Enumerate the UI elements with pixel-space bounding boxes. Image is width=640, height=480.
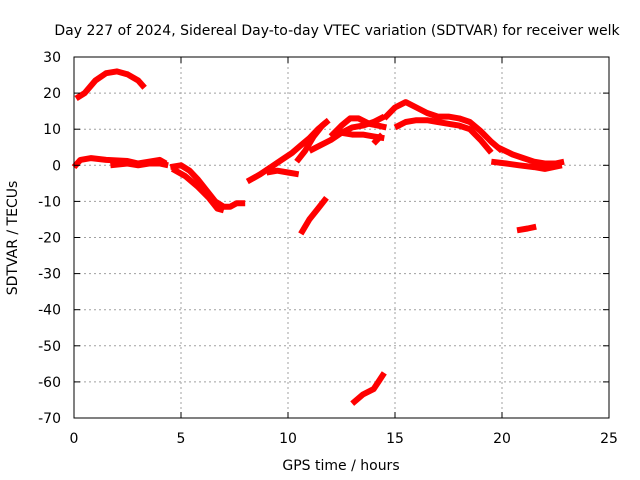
y-tick-label: 0 [52, 158, 61, 174]
x-tick-labels: 0 5 10 15 20 25 [70, 431, 618, 447]
series-arc-18 [516, 223, 537, 234]
x-tick-label: 10 [279, 431, 297, 447]
y-tick-label: -20 [38, 231, 61, 247]
x-axis-label: GPS time / hours [282, 458, 399, 474]
series-arc-5 [170, 166, 225, 214]
series-arc-19 [350, 371, 387, 406]
chart-title: Day 227 of 2024, Sidereal Day-to-day VTE… [54, 23, 620, 39]
x-tick-label: 25 [600, 431, 618, 447]
series-arc-17 [298, 195, 329, 236]
axis-ticks [73, 56, 610, 419]
series-arc-10 [328, 115, 388, 139]
series-arc-13 [382, 99, 504, 154]
series-arc-14 [393, 117, 494, 155]
y-tick-label: -10 [38, 194, 61, 210]
series-arc-1 [74, 68, 147, 102]
y-tick-label: -50 [38, 339, 61, 355]
series-arc-7 [266, 167, 300, 178]
y-tick-label: -60 [38, 375, 61, 391]
series-layer [71, 68, 565, 406]
y-tick-label: -40 [38, 303, 61, 319]
y-tick-label: -70 [38, 411, 61, 427]
x-tick-label: 0 [70, 431, 79, 447]
series-arc-15 [496, 144, 565, 167]
x-tick-label: 5 [177, 431, 186, 447]
y-tick-label: 10 [43, 122, 61, 138]
y-tick-labels: 30 20 10 0 -10 -20 -30 -40 -50 -60 -70 [38, 50, 61, 427]
y-tick-label: 20 [43, 86, 61, 102]
y-tick-label: 30 [43, 50, 61, 66]
grid [74, 57, 609, 418]
x-tick-label: 20 [493, 431, 511, 447]
series-arc-12 [371, 132, 385, 146]
series-arc-8 [294, 117, 331, 164]
series-arc-3 [110, 160, 169, 169]
x-tick-label: 15 [386, 431, 404, 447]
series-arc-16 [490, 158, 563, 172]
y-axis-label: SDTVAR / TECUs [5, 181, 21, 296]
y-tick-label: -30 [38, 267, 61, 283]
